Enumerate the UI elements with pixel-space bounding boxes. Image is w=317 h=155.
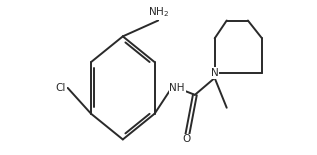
Text: Cl: Cl xyxy=(55,83,66,93)
Text: N: N xyxy=(211,68,218,78)
Text: NH$_2$: NH$_2$ xyxy=(148,6,169,20)
Text: O: O xyxy=(182,134,191,144)
Text: NH: NH xyxy=(170,83,185,93)
